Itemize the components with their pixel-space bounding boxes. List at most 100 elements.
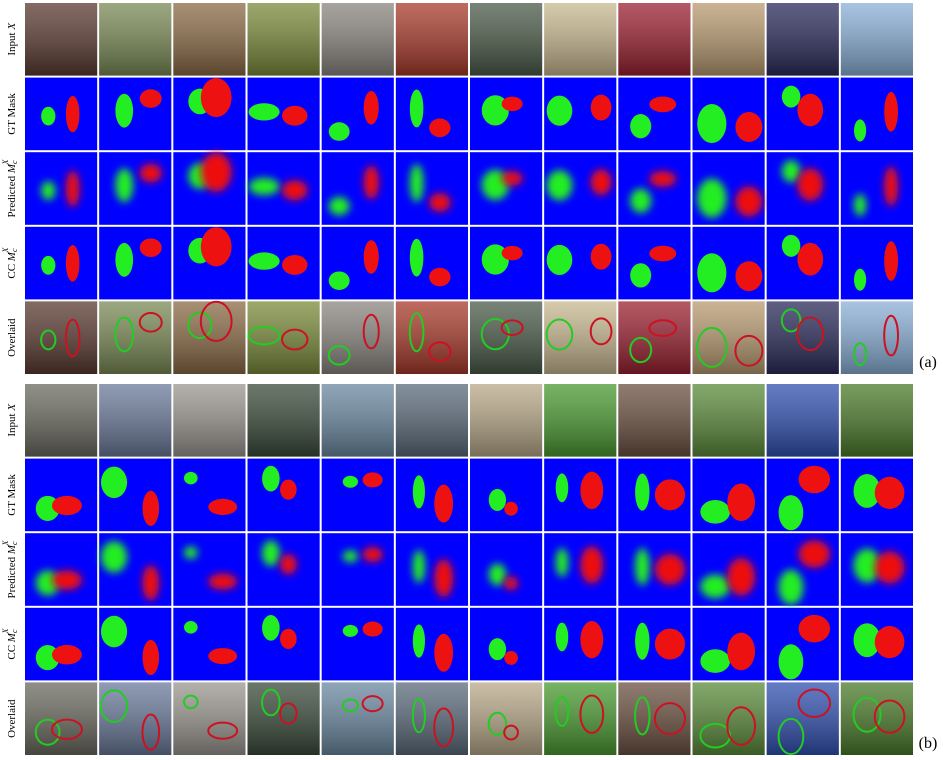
cell <box>470 301 543 374</box>
cell <box>840 77 913 151</box>
cell <box>321 384 394 457</box>
outline <box>797 688 832 719</box>
blob <box>41 255 56 275</box>
cell <box>692 77 765 151</box>
cell <box>247 384 320 457</box>
row-label-sub: c <box>10 248 19 252</box>
outline <box>40 329 57 351</box>
blob <box>874 476 905 509</box>
cell <box>25 301 98 374</box>
cell <box>618 384 691 457</box>
photo-shade <box>173 3 246 76</box>
cell <box>840 301 913 374</box>
blob <box>208 573 238 590</box>
row-label: GT Mask <box>6 474 18 516</box>
blob <box>735 112 763 142</box>
blob <box>590 169 612 196</box>
cell <box>544 3 617 76</box>
cell <box>395 226 468 300</box>
cell <box>840 458 913 532</box>
blob <box>41 106 56 126</box>
photo-shade <box>840 384 913 457</box>
blob <box>778 644 804 680</box>
blob <box>546 244 573 275</box>
cell <box>321 77 394 151</box>
blob <box>282 180 308 201</box>
cell <box>321 301 394 374</box>
outline <box>487 711 508 736</box>
photo-shade <box>247 301 320 374</box>
row-label-text: Overlaid <box>6 318 18 357</box>
cell <box>173 152 246 225</box>
outline <box>500 319 524 336</box>
photo-shade <box>99 384 172 457</box>
cell <box>321 682 394 755</box>
mask-bg <box>766 458 839 532</box>
cell <box>840 384 913 457</box>
row-label-text: GT Mask <box>6 93 18 135</box>
photo-shade <box>25 384 98 457</box>
cell <box>470 3 543 76</box>
mask-bg <box>618 77 691 151</box>
cell <box>25 3 98 76</box>
blob <box>649 245 677 262</box>
blob <box>797 93 824 127</box>
blob <box>781 234 801 257</box>
blob <box>342 475 359 488</box>
mask-bg <box>618 226 691 300</box>
cell <box>618 226 691 300</box>
blob <box>797 242 824 276</box>
cell <box>766 607 839 681</box>
blob <box>262 615 280 641</box>
mask-bg <box>395 152 468 225</box>
blob <box>727 632 756 671</box>
blob <box>555 622 569 652</box>
blob <box>412 475 425 509</box>
blob <box>363 90 379 125</box>
photo-shade <box>840 301 913 374</box>
blob <box>115 168 134 203</box>
blob <box>735 186 763 217</box>
blob <box>342 624 359 637</box>
photo-shade <box>470 384 543 457</box>
blob <box>248 103 280 121</box>
mask-bg <box>173 458 246 532</box>
outline <box>883 314 899 357</box>
blob <box>630 263 652 288</box>
outline <box>873 699 906 734</box>
photo-shade <box>99 301 172 374</box>
blob <box>434 484 454 523</box>
outline <box>734 334 764 367</box>
mask-bg <box>618 152 691 225</box>
row-label: CC McX <box>1 627 19 659</box>
mask-bg <box>766 533 839 606</box>
row-label-text: CC <box>6 264 18 279</box>
outline <box>114 316 135 353</box>
blob <box>546 95 573 126</box>
cell <box>618 458 691 532</box>
mask-bg <box>25 77 98 151</box>
blob <box>555 547 569 577</box>
row-label-text: Predicted <box>6 556 18 598</box>
blob <box>590 243 612 270</box>
photo-shade <box>395 301 468 374</box>
row-label-sup: X <box>1 627 10 634</box>
cell <box>470 607 543 681</box>
outline <box>411 698 426 734</box>
mask-bg <box>840 77 913 151</box>
outline <box>796 316 825 352</box>
outline <box>99 689 129 723</box>
cell <box>840 3 913 76</box>
photo-shade <box>321 384 394 457</box>
mask-bg <box>395 77 468 151</box>
cell <box>321 3 394 76</box>
blob <box>139 163 162 183</box>
blob <box>654 553 686 585</box>
cell <box>247 77 320 151</box>
blob <box>635 622 650 660</box>
photo-shade <box>25 3 98 76</box>
row-label-text: CC <box>6 645 18 660</box>
cell <box>692 682 765 755</box>
mask-bg <box>544 458 617 532</box>
cell <box>173 607 246 681</box>
